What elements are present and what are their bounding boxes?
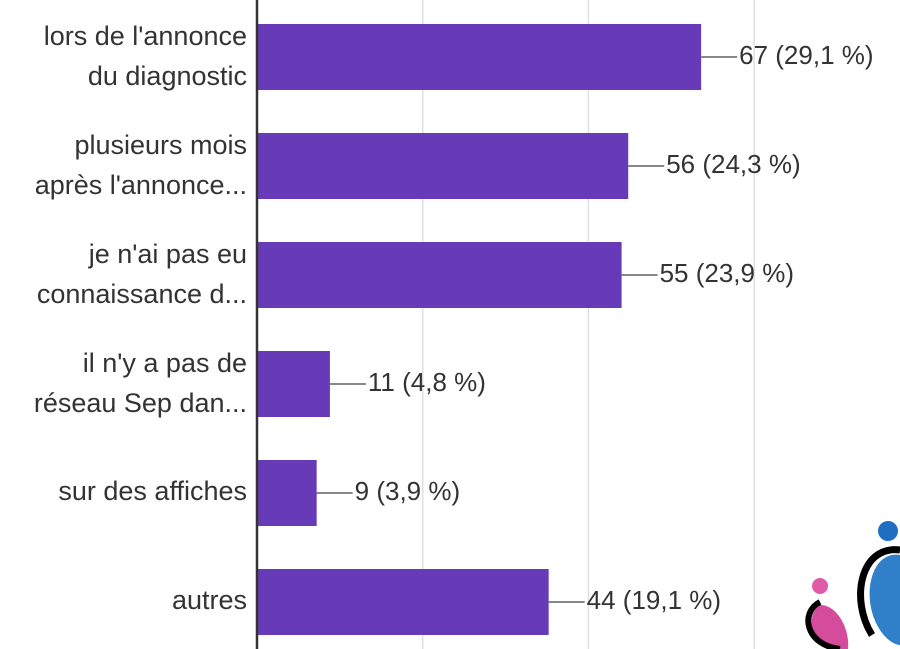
value-label: 55 (23,9 %) — [660, 258, 794, 288]
logo-dot-pink — [812, 578, 828, 594]
bar — [257, 460, 317, 526]
bar — [257, 133, 629, 199]
value-label: 67 (29,1 %) — [739, 40, 873, 70]
logo-blue-shape — [869, 554, 900, 645]
category-label: connaissance d... — [37, 279, 247, 309]
logo — [805, 521, 900, 649]
value-label: 9 (3,9 %) — [355, 476, 461, 506]
category-label: autres — [172, 585, 247, 615]
logo-pink-shape — [811, 605, 849, 649]
bar — [257, 351, 330, 417]
logo-outline-pink — [805, 599, 841, 649]
logo-dot-blue — [878, 521, 898, 541]
value-label: 11 (4,8 %) — [368, 367, 486, 397]
category-label: il n'y a pas de — [83, 348, 247, 378]
value-label: 44 (19,1 %) — [587, 585, 721, 615]
value-label: 56 (24,3 %) — [666, 149, 800, 179]
category-label: lors de l'annonce — [44, 21, 247, 51]
bar — [257, 24, 702, 90]
category-label: sur des affiches — [58, 476, 247, 506]
bar — [257, 569, 549, 635]
category-label: réseau Sep dan... — [34, 388, 247, 418]
category-label: plusieurs mois — [74, 130, 247, 160]
category-label: du diagnostic — [88, 61, 247, 91]
category-label: je n'ai pas eu — [88, 239, 247, 269]
logo-outline — [857, 546, 900, 637]
bar — [257, 242, 622, 308]
category-label: après l'annonce... — [35, 170, 247, 200]
